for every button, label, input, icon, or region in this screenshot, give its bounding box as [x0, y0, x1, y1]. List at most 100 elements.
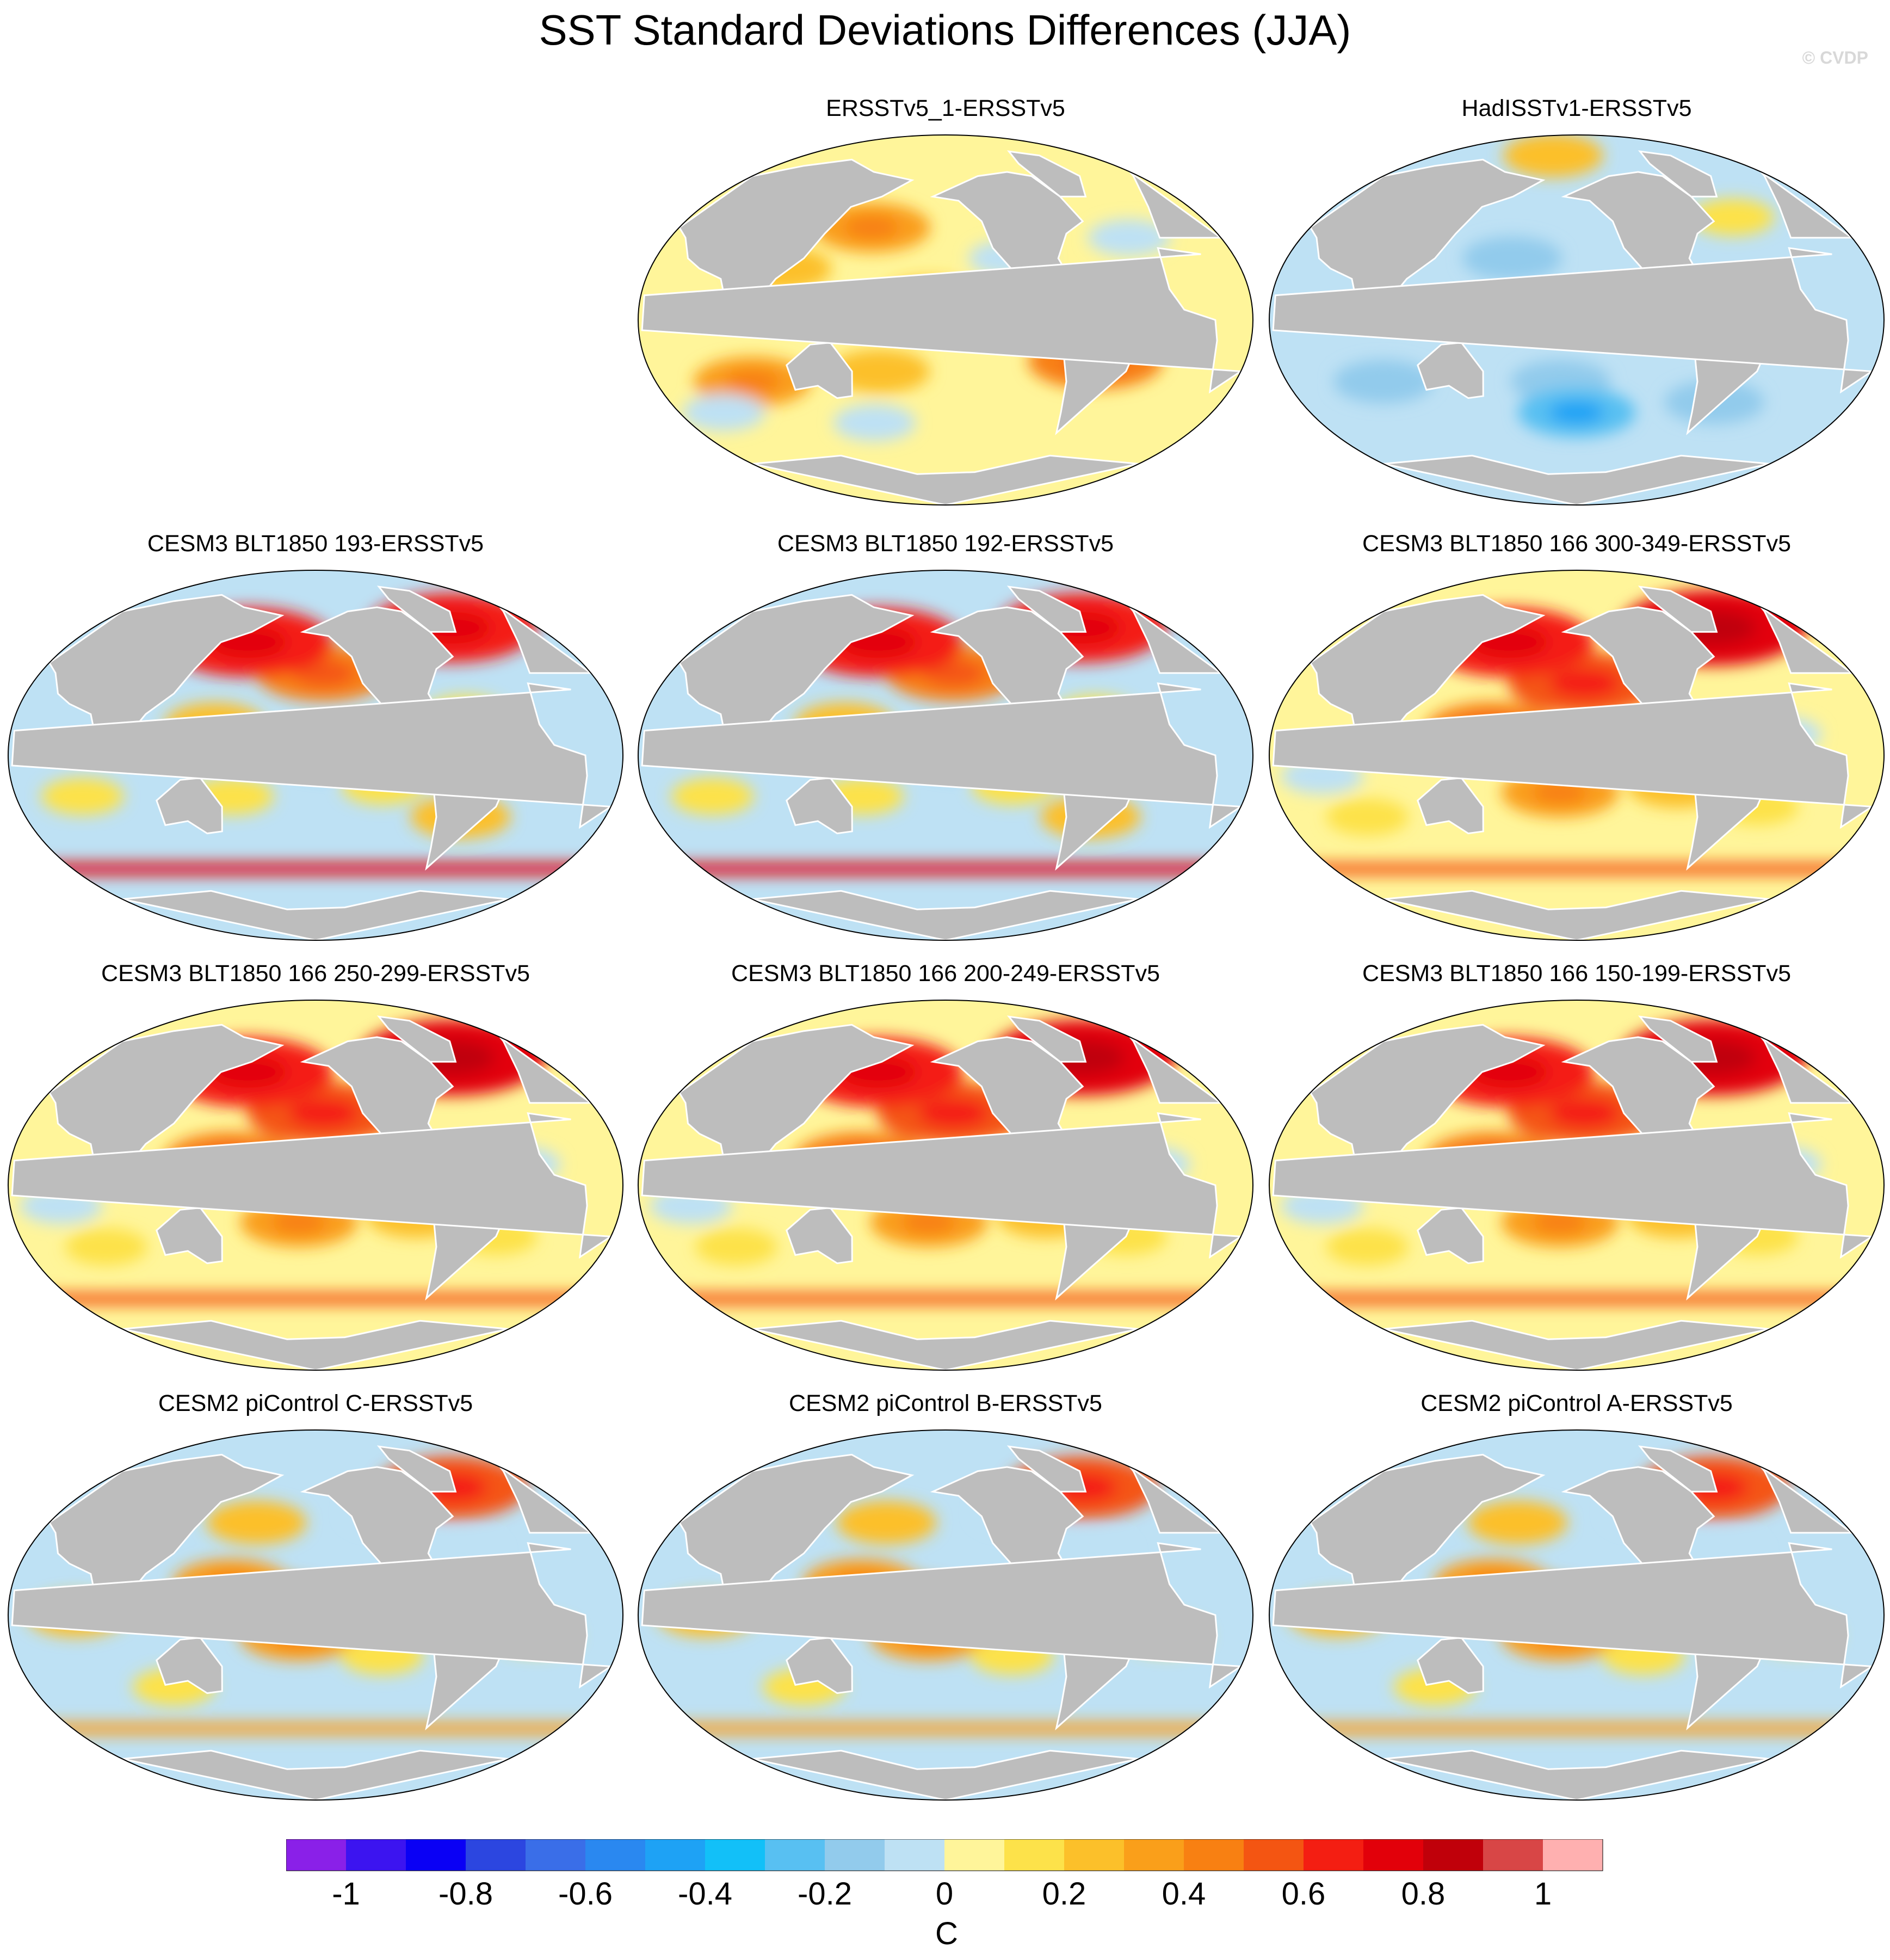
anomaly-core — [1549, 400, 1604, 424]
land-europe-arctic — [1760, 1466, 1855, 1534]
land-antarctica — [122, 1749, 509, 1800]
land-europe-arctic — [499, 606, 594, 674]
land-europe-arctic — [499, 1466, 594, 1534]
southern-ocean-band — [1269, 862, 1884, 875]
land-australia — [156, 1637, 223, 1694]
colorbar-tick-label: -0.4 — [678, 1876, 732, 1912]
anomaly-blob — [65, 1228, 148, 1266]
land-antarctica — [122, 890, 509, 940]
land-greenland — [1638, 1015, 1718, 1063]
colorbar-tick-label: -1 — [332, 1876, 360, 1912]
anomaly-blob — [1088, 219, 1171, 256]
land-europe-arctic — [1760, 171, 1855, 239]
robinson-map — [1269, 1429, 1885, 1801]
panel-title: CESM2 piControl B-ERSSTv5 — [789, 1390, 1102, 1416]
map-border — [638, 1000, 1253, 1371]
colorbar-swatch — [526, 1839, 586, 1871]
robinson-map — [8, 570, 623, 941]
colorbar-swatch — [944, 1839, 1005, 1871]
figure-title: SST Standard Deviations Differences (JJA… — [539, 6, 1351, 54]
colorbar-swatch — [1184, 1839, 1244, 1871]
panel-title: CESM3 BLT1850 166 200-249-ERSSTv5 — [731, 960, 1160, 987]
colorbar-swatch — [406, 1839, 466, 1871]
map-panel: CESM3 BLT1850 193-ERSSTv5 — [5, 531, 626, 955]
anomaly-blob — [671, 778, 754, 815]
colorbar-swatch — [705, 1839, 765, 1871]
colorbar-swatch — [585, 1839, 646, 1871]
map-border — [638, 1429, 1253, 1801]
southern-ocean-band — [638, 862, 1253, 875]
southern-ocean-band — [8, 1722, 623, 1735]
panel-title: CESM3 BLT1850 166 150-199-ERSSTv5 — [1362, 960, 1791, 987]
panel-title: CESM3 BLT1850 192-ERSSTv5 — [777, 531, 1114, 557]
colorbar-swatch — [1543, 1839, 1603, 1871]
land-australia — [1417, 1207, 1484, 1265]
land-europe-arctic — [1760, 606, 1855, 674]
land-australia — [1417, 342, 1484, 399]
robinson-map — [1269, 570, 1885, 941]
land-europe-arctic — [1760, 1036, 1855, 1104]
land-antarctica — [752, 1749, 1139, 1800]
land-europe-arctic — [1129, 606, 1224, 674]
southern-ocean-band — [8, 1292, 623, 1305]
colorbar-tick-label: -0.2 — [798, 1876, 852, 1912]
anomaly-blob — [1462, 236, 1562, 280]
colorbar-tick-label: 0.2 — [1042, 1876, 1086, 1912]
land-antarctica — [1383, 454, 1770, 505]
land-africa — [641, 1112, 1244, 1259]
panel-title: CESM3 BLT1850 166 300-349-ERSSTv5 — [1362, 531, 1791, 557]
anomaly-blob — [1503, 135, 1603, 177]
panel-title: ERSSTv5_1-ERSSTv5 — [826, 95, 1065, 121]
colorbar-tick-label: 1 — [1534, 1876, 1552, 1912]
colorbar-swatch — [645, 1839, 706, 1871]
land-greenland — [1006, 150, 1087, 198]
map-panel: CESM3 BLT1850 166 250-299-ERSSTv5 — [5, 960, 626, 1385]
colorbar-swatch — [825, 1839, 885, 1871]
anomaly-core — [844, 215, 900, 239]
map-border — [8, 1429, 623, 1801]
map-border — [638, 134, 1253, 506]
land-africa — [641, 1542, 1244, 1689]
panel-title: CESM3 BLT1850 166 250-299-ERSSTv5 — [101, 960, 530, 987]
anomaly-core — [288, 1099, 359, 1128]
panel-title: CESM3 BLT1850 193-ERSSTv5 — [147, 531, 484, 557]
land-africa — [1272, 682, 1875, 829]
panel-title: CESM2 piControl A-ERSSTv5 — [1420, 1390, 1733, 1416]
map-panel: CESM3 BLT1850 192-ERSSTv5 — [635, 531, 1256, 955]
map-panel: CESM3 BLT1850 166 150-199-ERSSTv5 — [1267, 960, 1887, 1385]
land-antarctica — [122, 1320, 509, 1370]
land-australia — [786, 1207, 853, 1265]
land-antarctica — [1383, 1320, 1770, 1370]
anomaly-blob — [1467, 1501, 1568, 1544]
anomaly-core — [724, 369, 780, 393]
robinson-map — [638, 570, 1253, 941]
land-africa — [11, 682, 614, 829]
anomaly-core — [1549, 1099, 1620, 1128]
southern-ocean-band — [1269, 1292, 1884, 1305]
anomaly-blob — [1691, 199, 1775, 236]
southern-ocean-band — [8, 862, 623, 875]
colorbar-swatch — [1004, 1839, 1065, 1871]
map-panel: CESM3 BLT1850 166 200-249-ERSSTv5 — [635, 960, 1256, 1385]
land-europe-arctic — [1129, 1036, 1224, 1104]
copyright-watermark: © CVDP — [1802, 48, 1868, 67]
anomaly-blob — [1326, 798, 1409, 836]
land-australia — [786, 777, 853, 835]
map-panel: CESM2 piControl B-ERSSTv5 — [635, 1390, 1256, 1815]
land-greenland — [1006, 1445, 1087, 1493]
land-africa — [1272, 246, 1875, 394]
map-border — [1269, 134, 1885, 506]
land-greenland — [1638, 585, 1718, 633]
land-greenland — [376, 585, 457, 633]
map-border — [8, 1000, 623, 1371]
map-panel: HadISSTv1-ERSSTv5 — [1267, 95, 1887, 520]
colorbar-outline — [286, 1839, 1603, 1871]
colorbar-swatch — [1363, 1839, 1424, 1871]
map-panel: CESM2 piControl A-ERSSTv5 — [1267, 1390, 1887, 1815]
colorbar-swatch — [286, 1839, 347, 1871]
land-australia — [156, 777, 223, 835]
anomaly-blob — [830, 349, 930, 393]
anomaly-blob — [1326, 1228, 1409, 1266]
robinson-map — [638, 134, 1253, 506]
map-panel: CESM2 piControl C-ERSSTv5 — [5, 1390, 626, 1815]
